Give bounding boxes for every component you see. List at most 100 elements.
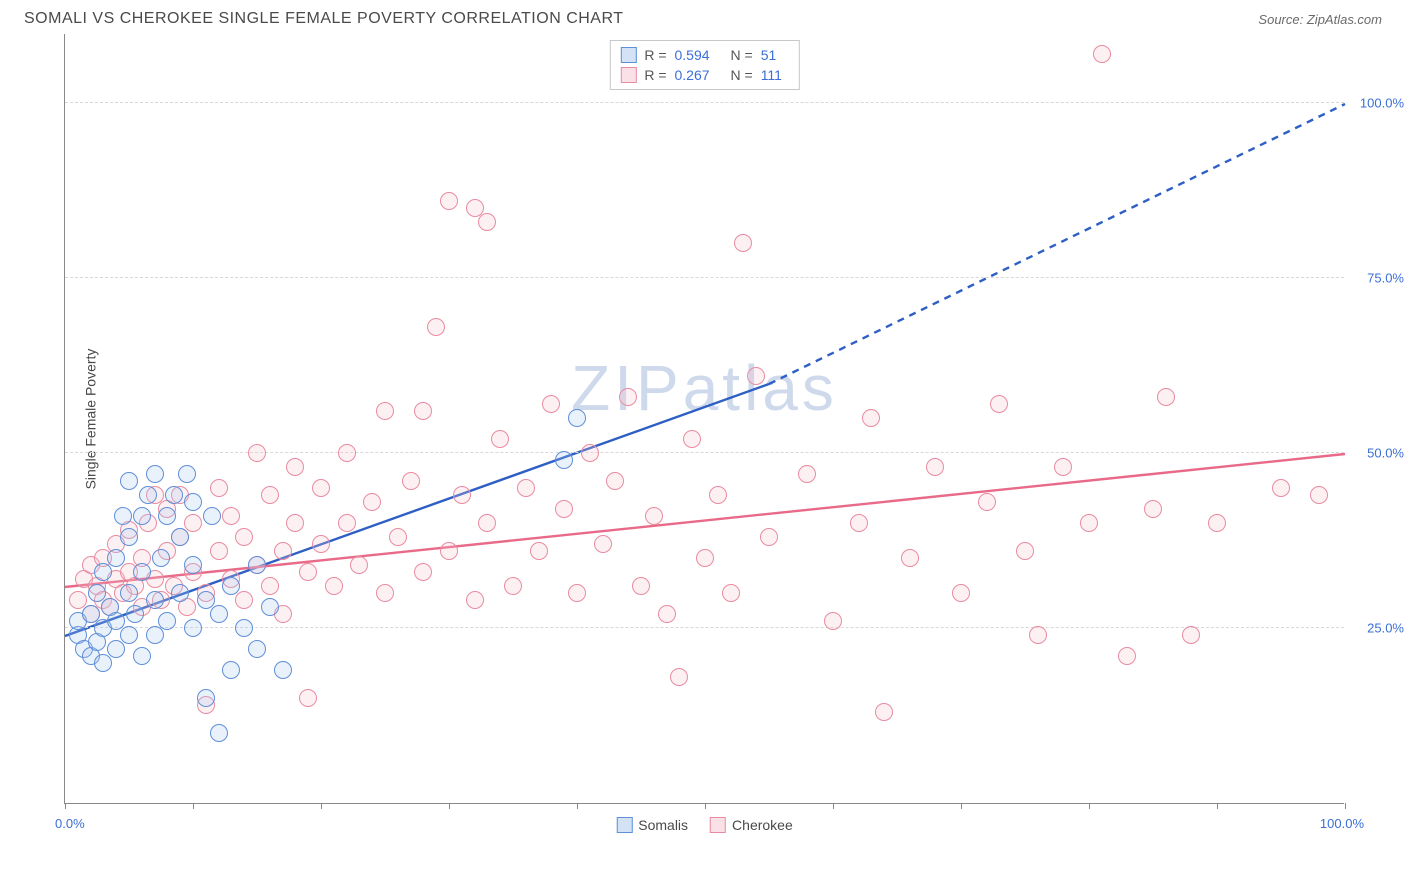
data-point xyxy=(120,584,138,602)
data-point xyxy=(376,584,394,602)
data-point xyxy=(94,654,112,672)
data-point xyxy=(248,444,266,462)
legend: Somalis Cherokee xyxy=(616,817,793,833)
x-tick xyxy=(833,803,834,809)
data-point xyxy=(555,451,573,469)
data-point xyxy=(440,192,458,210)
data-point xyxy=(990,395,1008,413)
data-point xyxy=(1054,458,1072,476)
data-point xyxy=(299,563,317,581)
data-point xyxy=(146,591,164,609)
data-point xyxy=(850,514,868,532)
data-point xyxy=(555,500,573,518)
data-point xyxy=(312,479,330,497)
data-point xyxy=(338,444,356,462)
gridline xyxy=(65,627,1344,628)
legend-item-cherokee: Cherokee xyxy=(710,817,793,833)
data-point xyxy=(504,577,522,595)
data-point xyxy=(158,507,176,525)
x-tick xyxy=(321,803,322,809)
data-point xyxy=(94,563,112,581)
data-point xyxy=(760,528,778,546)
data-point xyxy=(402,472,420,490)
data-point xyxy=(312,535,330,553)
data-point xyxy=(325,577,343,595)
data-point xyxy=(210,605,228,623)
data-point xyxy=(197,689,215,707)
chart-title: SOMALI VS CHEROKEE SINGLE FEMALE POVERTY… xyxy=(24,10,624,28)
data-point xyxy=(133,563,151,581)
data-point xyxy=(184,556,202,574)
data-point xyxy=(120,528,138,546)
scatter-plot-area: ZIPatlas R = 0.594 N = 51 R = 0.267 N = … xyxy=(64,34,1344,804)
data-point xyxy=(709,486,727,504)
data-point xyxy=(184,493,202,511)
legend-swatch-cherokee xyxy=(710,817,726,833)
data-point xyxy=(376,402,394,420)
data-point xyxy=(414,402,432,420)
data-point xyxy=(210,542,228,560)
data-point xyxy=(274,542,292,560)
data-point xyxy=(165,486,183,504)
x-tick xyxy=(449,803,450,809)
data-point xyxy=(1182,626,1200,644)
data-point xyxy=(114,507,132,525)
data-point xyxy=(901,549,919,567)
data-point xyxy=(286,514,304,532)
data-point xyxy=(530,542,548,560)
stats-row-cherokee: R = 0.267 N = 111 xyxy=(620,65,788,85)
data-point xyxy=(542,395,560,413)
x-tick xyxy=(1345,803,1346,809)
data-point xyxy=(696,549,714,567)
data-point xyxy=(184,514,202,532)
data-point xyxy=(248,640,266,658)
data-point xyxy=(158,612,176,630)
data-point xyxy=(248,556,266,574)
gridline-label: 100.0% xyxy=(1360,96,1404,111)
data-point xyxy=(146,465,164,483)
data-point xyxy=(952,584,970,602)
data-point xyxy=(926,458,944,476)
data-point xyxy=(107,549,125,567)
data-point xyxy=(152,549,170,567)
source-attribution: Source: ZipAtlas.com xyxy=(1258,12,1382,27)
data-point xyxy=(178,465,196,483)
data-point xyxy=(478,213,496,231)
data-point xyxy=(171,584,189,602)
data-point xyxy=(338,514,356,532)
data-point xyxy=(133,647,151,665)
data-point xyxy=(363,493,381,511)
x-tick xyxy=(961,803,962,809)
data-point xyxy=(203,507,221,525)
x-axis-min-label: 0.0% xyxy=(55,816,85,831)
data-point xyxy=(875,703,893,721)
data-point xyxy=(453,486,471,504)
data-point xyxy=(1310,486,1328,504)
data-point xyxy=(210,724,228,742)
data-point xyxy=(261,598,279,616)
data-point xyxy=(568,409,586,427)
data-point xyxy=(184,619,202,637)
data-point xyxy=(478,514,496,532)
gridline xyxy=(65,277,1344,278)
regression-lines xyxy=(65,34,1345,804)
data-point xyxy=(414,563,432,581)
data-point xyxy=(747,367,765,385)
legend-swatch-somalis xyxy=(616,817,632,833)
data-point xyxy=(670,668,688,686)
stats-row-somalis: R = 0.594 N = 51 xyxy=(620,45,788,65)
data-point xyxy=(146,626,164,644)
data-point xyxy=(120,472,138,490)
data-point xyxy=(389,528,407,546)
data-point xyxy=(824,612,842,630)
swatch-cherokee xyxy=(620,67,636,83)
x-tick xyxy=(1089,803,1090,809)
data-point xyxy=(171,528,189,546)
x-tick xyxy=(577,803,578,809)
data-point xyxy=(274,661,292,679)
data-point xyxy=(222,661,240,679)
data-point xyxy=(1029,626,1047,644)
correlation-stats-box: R = 0.594 N = 51 R = 0.267 N = 111 xyxy=(609,40,799,90)
data-point xyxy=(1272,479,1290,497)
x-tick xyxy=(65,803,66,809)
